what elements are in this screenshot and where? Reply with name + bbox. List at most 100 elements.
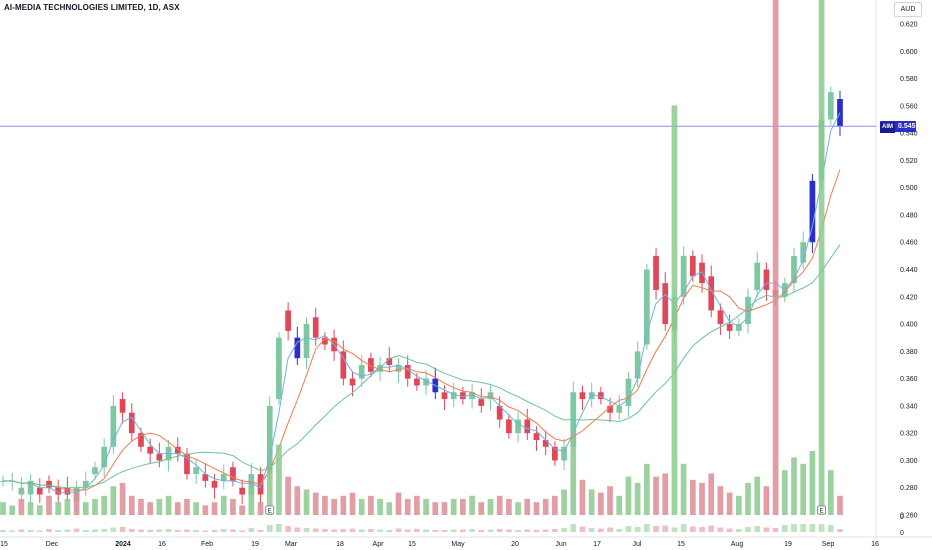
volume-mini-bar <box>312 528 319 532</box>
volume-mini-bar <box>82 530 89 532</box>
volume-bar <box>616 495 623 515</box>
volume-mini-bar <box>138 529 144 532</box>
volume-mini-bar <box>552 529 558 532</box>
earnings-marker <box>265 505 275 515</box>
price-tick-label: 0.260 <box>900 513 918 520</box>
time-tick-label: 16 <box>871 541 879 548</box>
volume-bar <box>211 502 218 515</box>
volume-mini-bar <box>285 526 291 532</box>
volume-mini-bar <box>699 527 705 532</box>
candle-body <box>276 337 282 400</box>
volume-mini-bar <box>763 527 770 532</box>
volume-mini-bar <box>404 529 411 532</box>
volume-mini-bar <box>818 524 825 532</box>
candle-body <box>607 405 613 413</box>
volume-bar <box>110 486 117 515</box>
volume-mini-bar <box>294 527 301 532</box>
volume-mini-bar <box>165 529 172 532</box>
candle-body <box>92 467 98 475</box>
volume-mini-bar <box>27 530 34 532</box>
volume-bar <box>220 495 227 515</box>
ma-mid-line <box>3 169 841 491</box>
volume-mini-bar <box>184 529 190 532</box>
price-tick-label: 0.460 <box>900 240 918 247</box>
volume-mini-bar <box>257 530 264 532</box>
volume-mini-bar <box>717 527 724 532</box>
candle-body <box>478 399 485 406</box>
volume-mini-bar <box>772 528 779 532</box>
volume-bar <box>257 502 264 515</box>
candle-body <box>496 405 503 420</box>
candle-body <box>303 324 310 359</box>
volume-bar <box>165 495 172 515</box>
volume-bar <box>423 499 429 515</box>
candle-body <box>110 405 117 447</box>
volume-bar <box>248 489 255 515</box>
currency-selector[interactable]: AUD <box>894 2 922 17</box>
volume-mini-bar <box>101 529 108 532</box>
volume-bar <box>101 495 108 515</box>
volume-mini-bar <box>460 529 466 532</box>
volume-mini-bar <box>680 524 687 532</box>
price-tick-label: 0.500 <box>900 185 918 192</box>
volume-bar <box>368 495 374 515</box>
volume-mini-bar <box>331 529 337 532</box>
price-tick-label: 0.480 <box>900 212 918 219</box>
price-tag-value: 0.545 <box>898 123 916 130</box>
price-tick-label: 0.320 <box>900 431 918 438</box>
earnings-marker <box>817 505 827 515</box>
price-tick-label: 0.580 <box>900 76 918 83</box>
volume-mini-bar <box>643 524 650 532</box>
volume-mini-bar <box>386 530 393 532</box>
price-tick-label: 0.380 <box>900 349 918 356</box>
volume-bar <box>791 457 797 515</box>
volume-mini-bar <box>358 529 365 532</box>
volume-mini-bar <box>689 526 696 532</box>
volume-bar <box>708 473 715 515</box>
candle-body <box>689 255 696 277</box>
volume-mini-bar <box>377 529 383 532</box>
volume-bar <box>671 105 678 516</box>
price-tick-label: 0.620 <box>900 22 918 29</box>
volume-mini-bar <box>745 527 751 532</box>
candle-body <box>340 351 347 379</box>
candle-body <box>368 358 374 372</box>
candle-body <box>156 453 163 461</box>
candle-body <box>533 433 540 440</box>
volume-bar <box>276 444 282 515</box>
time-tick-label: 18 <box>336 541 344 548</box>
candle-body <box>616 405 623 413</box>
volume-bar <box>358 499 365 515</box>
candle-body <box>386 358 393 365</box>
volume-bar <box>285 476 291 515</box>
candle-body <box>754 262 761 290</box>
volume-bar <box>754 476 761 515</box>
volume-mini-bar <box>156 529 163 532</box>
volume-bar <box>680 463 687 515</box>
candle-body <box>266 405 273 475</box>
volume-bar <box>294 486 301 515</box>
price-tick-label: 0.600 <box>900 49 918 56</box>
candle-body <box>404 364 411 379</box>
volume-bar <box>340 495 347 515</box>
candle-body <box>552 446 558 461</box>
candle-body <box>791 255 797 284</box>
candle-body <box>184 453 190 475</box>
volume-bar <box>27 502 34 515</box>
candle-body <box>248 474 255 495</box>
volume-bar <box>46 495 52 515</box>
volume-mini-bar <box>441 530 448 532</box>
ma-slow-line <box>3 244 841 489</box>
volume-bar <box>598 492 604 515</box>
price-tick-label: 0.400 <box>900 322 918 329</box>
volume-mini-bar <box>248 528 255 532</box>
volume-mini-bar <box>55 530 62 532</box>
candle-body <box>717 310 724 325</box>
volume-bar <box>781 470 788 515</box>
volume-tick-label: 0 <box>900 530 904 537</box>
volume-bar <box>73 492 80 515</box>
volume-bar <box>827 470 834 515</box>
volume-bar <box>202 505 209 515</box>
volume-mini-bar <box>423 529 429 532</box>
